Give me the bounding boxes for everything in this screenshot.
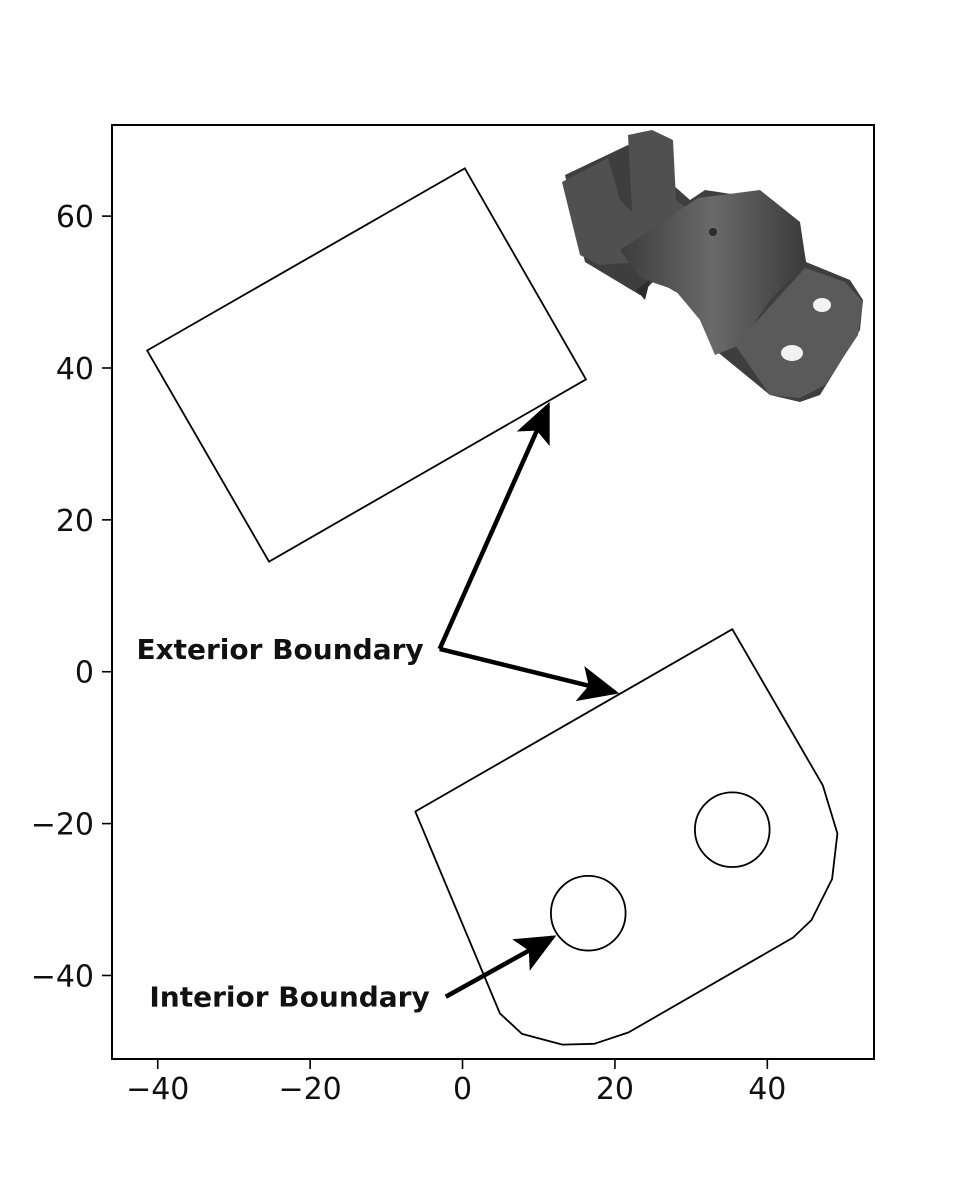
hole-circle (694, 791, 771, 868)
x-tick-label: 0 (453, 1072, 472, 1107)
y-tick-label: 40 (56, 352, 94, 387)
shapes-layer (145, 167, 839, 1046)
annotation-labels: Exterior Boundary Interior Boundary (136, 633, 429, 1014)
3d-mounting-bracket-image (562, 130, 863, 402)
y-tick-label: 60 (56, 200, 94, 235)
annotation-label: Exterior Boundary (136, 633, 423, 666)
plate-outline (414, 628, 839, 1046)
y-tick-label: −40 (31, 959, 94, 994)
y-tick-label: 20 (56, 504, 94, 539)
annotation-arrows (437, 401, 620, 999)
annotation-arrow (439, 646, 620, 702)
y-tick-label: 0 (75, 656, 94, 691)
y-tick-label: −20 (31, 808, 94, 843)
x-tick-label: 20 (596, 1072, 634, 1107)
axes-frame (111, 124, 875, 1060)
x-tick-label: 40 (748, 1072, 786, 1107)
annotation-label: Interior Boundary (149, 981, 429, 1014)
x-tick-label: −40 (126, 1072, 189, 1107)
annotation-arrow (437, 401, 550, 650)
rectangle-outline (145, 167, 588, 563)
hole-circle (550, 874, 627, 952)
x-tick-label: −20 (278, 1072, 341, 1107)
annotation-arrow (444, 935, 557, 999)
axis-ticks: −40 −20 0 20 40 −40 −20 0 20 40 60 (31, 200, 787, 1107)
